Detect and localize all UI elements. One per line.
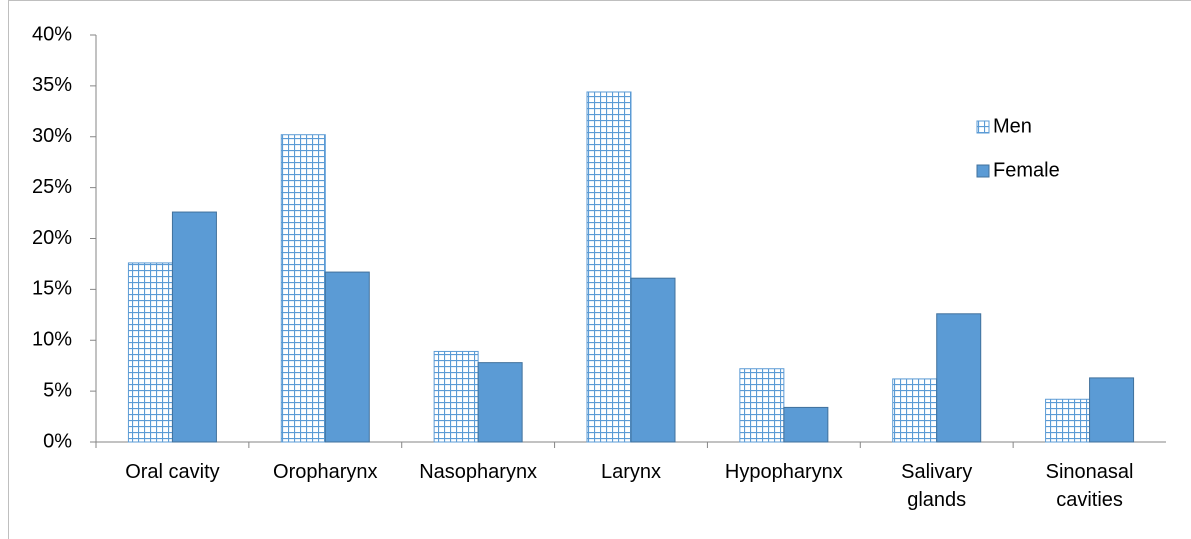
bar: [280, 134, 326, 443]
bar: [630, 277, 676, 443]
bar: [324, 271, 370, 443]
legend-label: Men: [993, 115, 1032, 137]
bar: [892, 378, 938, 443]
x-tick-label: Hypopharynx: [724, 461, 843, 483]
x-tick-label: Nasopharynx: [419, 461, 538, 483]
y-tick-label: 35%: [32, 74, 72, 96]
x-tick-label: Oral cavity: [125, 461, 220, 483]
y-tick-label: 30%: [32, 125, 72, 147]
bar: [783, 406, 829, 443]
y-tick-label: 10%: [32, 329, 72, 351]
y-tick-label: 25%: [32, 176, 72, 198]
y-tick-label: 40%: [32, 23, 72, 45]
bar: [433, 350, 479, 443]
chart-border: [8, 0, 1191, 539]
bar: [1089, 377, 1135, 443]
bar: [739, 368, 785, 443]
x-tick-label: Oropharynx: [273, 461, 378, 483]
bar: [1045, 398, 1091, 443]
bar: [477, 362, 523, 443]
x-tick-label: Sinonasal cavities: [1045, 461, 1134, 511]
bar: [586, 91, 632, 443]
legend-swatch: [976, 164, 990, 178]
y-tick-label: 20%: [32, 227, 72, 249]
bar: [171, 211, 217, 443]
x-tick-label: Larynx: [600, 461, 662, 483]
y-tick-label: 0%: [43, 430, 72, 452]
y-tick-label: 15%: [32, 278, 72, 300]
x-tick-label: Salivary glands: [901, 461, 973, 511]
y-tick-label: 5%: [43, 379, 72, 401]
bar: [936, 313, 982, 443]
legend-label: Female: [993, 159, 1060, 181]
bar: [127, 262, 173, 443]
legend-swatch: [976, 120, 990, 134]
